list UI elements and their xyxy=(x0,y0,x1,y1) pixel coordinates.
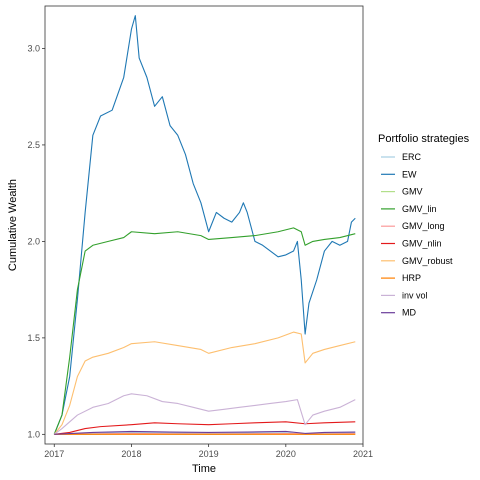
series-line-gmv_lin xyxy=(53,227,356,435)
x-tick-label: 2020 xyxy=(276,449,296,459)
series-line-inv-vol xyxy=(53,393,356,435)
x-tick-label: 2017 xyxy=(44,449,64,459)
axis-layer: 2017 2018 2019 2020 2021 1.0 1.5 2.0 2.5 3.0 xyxy=(27,43,373,459)
series-line-gmv_robust xyxy=(53,331,356,435)
legend-title: Portfolio strategies xyxy=(378,133,470,145)
legend-label: MD xyxy=(402,308,416,318)
legend-label: GMV_robust xyxy=(402,256,453,266)
legend-label: GMV_nlin xyxy=(402,239,442,249)
series-layer xyxy=(53,15,356,435)
y-tick-label: 1.0 xyxy=(27,429,40,439)
legend-label: HRP xyxy=(402,273,421,283)
legend-label: EW xyxy=(402,169,417,179)
x-tick-label: 2019 xyxy=(199,449,219,459)
y-tick-label: 3.0 xyxy=(27,43,40,53)
y-axis-title: Cumulative Wealth xyxy=(7,179,19,271)
y-tick-label: 2.0 xyxy=(27,236,40,246)
legend-label: GMV_lin xyxy=(402,204,437,214)
legend-label: ERC xyxy=(402,152,422,162)
series-line-md xyxy=(54,430,356,435)
legend-label: GMV_long xyxy=(402,221,445,231)
legend-label: GMV xyxy=(402,187,423,197)
x-tick-label: 2021 xyxy=(353,449,373,459)
x-axis-title: Time xyxy=(192,463,216,475)
series-line-gmv_nlin xyxy=(54,421,356,435)
legend-label: inv vol xyxy=(402,290,428,300)
series-line-ew xyxy=(53,15,356,435)
plot-panel xyxy=(44,5,364,445)
legend: Portfolio strategies ERC EW GMV GMV_lin GMV_… xyxy=(378,133,470,318)
y-tick-label: 2.5 xyxy=(27,140,40,150)
y-tick-label: 1.5 xyxy=(27,333,40,343)
x-tick-label: 2018 xyxy=(121,449,141,459)
